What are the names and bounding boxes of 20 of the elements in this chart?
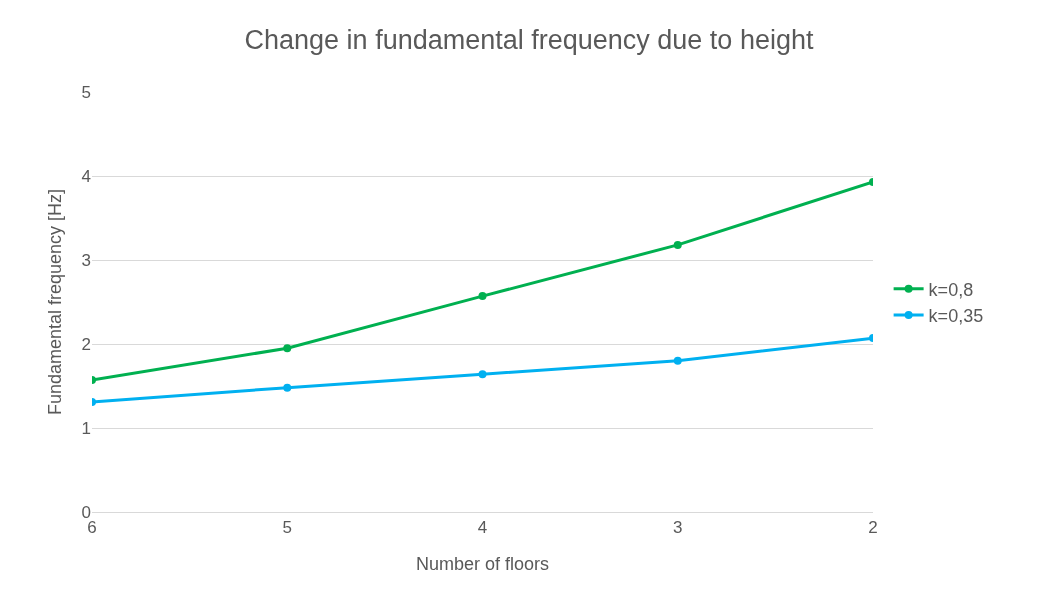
point <box>478 370 487 379</box>
legend-label: k=0,8 <box>928 279 974 300</box>
x-tick-label: 2 <box>868 518 878 538</box>
x-tick-label: 5 <box>282 518 292 538</box>
y-tick-label: 5 <box>81 82 91 102</box>
point <box>283 383 292 392</box>
chart-title: Change in fundamental frequency due to height <box>244 25 814 56</box>
point <box>673 356 682 365</box>
point <box>478 292 487 301</box>
y-tick-label: 3 <box>81 250 91 270</box>
y-tick-label: 1 <box>81 418 91 438</box>
x-tick-label: 3 <box>673 518 683 538</box>
y-tick-label: 4 <box>81 166 91 186</box>
y-tick-label: 2 <box>81 334 91 354</box>
x-tick-label: 4 <box>477 518 488 538</box>
legend-label: k=0,35 <box>928 306 984 327</box>
x-axis-title: Number of floors <box>415 553 550 574</box>
y-axis-title: Fundamental frequency [Hz] <box>44 188 65 416</box>
point <box>283 344 292 353</box>
point <box>673 240 682 249</box>
